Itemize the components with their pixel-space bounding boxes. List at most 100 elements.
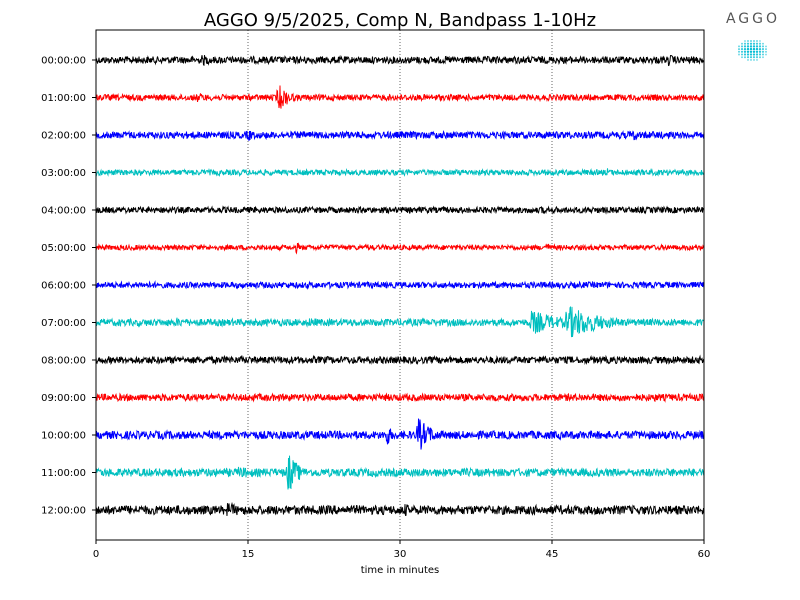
logo-dot — [765, 53, 767, 56]
logo-dot — [752, 56, 756, 59]
logo-dot — [741, 42, 743, 45]
y-tick-label: 07:00:00 — [41, 318, 86, 329]
logo-dot — [755, 53, 759, 56]
trace-100000 — [95, 418, 705, 450]
logo-dot — [746, 47, 750, 51]
logo-dot — [747, 40, 749, 42]
x-tick-label: 0 — [93, 549, 99, 560]
logo-dot — [738, 45, 740, 48]
trace-040000 — [95, 205, 705, 215]
logo-dot — [759, 40, 761, 42]
logo-dot — [746, 50, 750, 53]
logo-dot — [743, 50, 747, 53]
logo-dot — [753, 58, 755, 61]
logo-dot — [755, 45, 759, 48]
logo-dot — [746, 45, 750, 48]
trace-090000 — [95, 392, 705, 403]
x-tick-label: 60 — [698, 549, 711, 560]
logo-dot — [756, 40, 758, 42]
trace-030000 — [95, 167, 705, 178]
chart-title: AGGO 9/5/2025, Comp N, Bandpass 1-10Hz — [204, 10, 596, 31]
logo-dot — [749, 50, 753, 53]
logo-dot — [755, 47, 759, 51]
x-axis-label: time in minutes — [361, 565, 440, 576]
logo-dot — [746, 42, 750, 45]
logo-dot — [743, 56, 747, 59]
aggo-logo: AGGO — [726, 11, 780, 61]
logo-dot — [743, 45, 747, 48]
logo-dot — [740, 45, 744, 48]
logo-dot — [762, 56, 764, 59]
y-axis-ticks: 00:00:00 01:00:00 02:00:00 03:00:00 04:00:00… — [41, 56, 96, 517]
logo-dot — [740, 48, 744, 51]
trace-060000 — [95, 280, 705, 290]
logo-dot — [749, 42, 753, 45]
logo-dot — [758, 47, 762, 51]
y-tick-label: 03:00:00 — [41, 168, 86, 179]
x-tick-label: 45 — [546, 549, 559, 560]
y-tick-label: 10:00:00 — [41, 431, 86, 442]
trace-020000 — [95, 130, 705, 141]
logo-dot — [747, 58, 749, 61]
y-tick-label: 09:00:00 — [41, 393, 86, 404]
y-tick-label: 06:00:00 — [41, 281, 86, 292]
plot-frame — [95, 29, 705, 541]
trace-120000 — [95, 501, 705, 517]
logo-dot — [743, 47, 747, 51]
x-tick-label: 30 — [394, 549, 407, 560]
seismic-traces — [95, 54, 705, 517]
logo-dot — [752, 53, 756, 56]
y-tick-label: 02:00:00 — [41, 131, 86, 142]
logo-dot — [758, 45, 762, 48]
logo-dot — [752, 42, 756, 45]
logo-dot — [755, 42, 759, 45]
trace-050000 — [95, 242, 705, 255]
logo-dot — [759, 56, 761, 59]
logo-dot — [752, 50, 756, 53]
logo-dot — [762, 42, 764, 45]
logo-dot — [761, 45, 765, 48]
logo-dot — [749, 45, 753, 48]
logo-dot — [758, 53, 762, 56]
logo-dot — [761, 53, 765, 56]
logo-dot — [750, 40, 752, 42]
x-axis-ticks: 0 15 30 45 60 — [93, 540, 711, 560]
logo-dot — [758, 42, 762, 45]
logo-dot — [765, 45, 767, 48]
logo-dot — [752, 47, 756, 51]
trace-010000 — [95, 85, 705, 109]
logo-dot — [758, 50, 762, 53]
logo-dot — [749, 47, 753, 51]
logo-dot — [738, 48, 740, 51]
logo-dot — [740, 53, 744, 56]
logo-dot — [744, 40, 746, 42]
logo-dot — [761, 50, 765, 53]
y-tick-label: 04:00:00 — [41, 206, 86, 217]
logo-dot — [743, 42, 747, 45]
logo-dot — [741, 56, 743, 59]
logo-dot — [743, 53, 747, 56]
logo-dot — [761, 48, 765, 51]
logo-dot — [756, 58, 758, 61]
logo-dot — [755, 50, 759, 53]
logo-dot — [765, 50, 767, 53]
y-tick-label: 00:00:00 — [41, 56, 86, 67]
logo-dot — [750, 58, 752, 61]
y-tick-label: 12:00:00 — [41, 506, 86, 517]
trace-000000 — [95, 54, 705, 67]
y-tick-label: 05:00:00 — [41, 243, 86, 254]
logo-dot — [746, 53, 750, 56]
logo-dot — [740, 50, 744, 53]
y-tick-label: 01:00:00 — [41, 93, 86, 104]
logo-text: AGGO — [726, 11, 780, 27]
logo-dot — [753, 40, 755, 42]
trace-080000 — [95, 354, 705, 366]
x-tick-label: 15 — [242, 549, 255, 560]
y-tick-label: 08:00:00 — [41, 356, 86, 367]
trace-070000 — [95, 306, 705, 338]
logo-dot — [765, 48, 767, 51]
logo-dot — [749, 53, 753, 56]
logo-dot — [746, 56, 750, 59]
logo-dot — [738, 50, 740, 53]
